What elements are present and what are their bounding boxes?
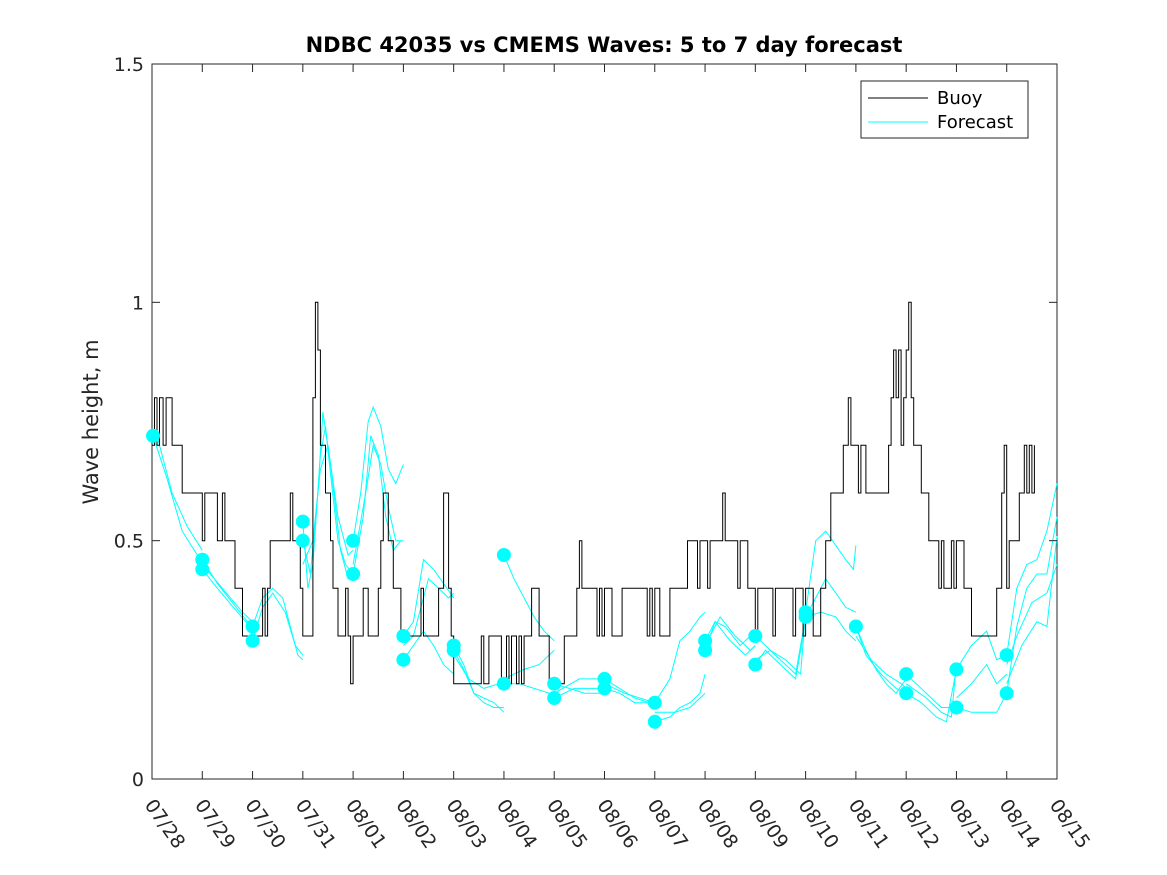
forecast-start-marker [999,648,1014,663]
forecast-line [352,443,404,565]
forecast-start-marker [396,652,411,667]
forecast-line [252,592,304,656]
forecast-line [1006,535,1058,684]
forecast-start-marker [647,695,662,710]
forecast-start-marker [848,619,863,634]
forecast-start-marker [698,643,713,658]
forecast-line [553,687,605,699]
forecast-start-marker [547,691,562,705]
y-tick-label: 0.5 [114,531,144,553]
forecast-start-marker [899,667,914,682]
forecast-line [905,673,957,708]
forecast-line [704,620,756,656]
forecast-line [755,612,807,676]
forecast-start-marker [396,629,411,643]
forecast-line [1006,516,1058,694]
forecast-start-marker [798,609,813,624]
forecast-line [201,564,253,623]
forecast-line [503,649,555,680]
y-tick-label: 1 [132,292,144,314]
forecast-start-marker [949,700,964,715]
forecast-line [704,615,756,651]
forecast-start-marker [748,629,763,643]
forecast-line [654,673,706,723]
forecast-line [402,630,455,675]
forecast-line [554,683,605,694]
y-tick-label: 1.5 [114,54,144,76]
forecast-line [955,630,1007,670]
legend-box [860,80,1029,139]
forecast-lines [152,405,1058,723]
forecast-line [855,635,907,689]
forecast-start-marker [195,552,210,567]
forecast-start-marker [496,676,511,691]
forecast-line [453,650,505,713]
forecast-start-marker [146,428,160,443]
forecast-line [403,577,455,646]
chart-title: NDBC 42035 vs CMEMS Waves: 5 to 7 day fo… [306,33,903,57]
forecast-start-marker [446,643,461,658]
forecast-start-marker [295,514,310,529]
forecast-line [156,435,203,551]
buoy-line [152,301,1035,685]
forecast-start-marker [597,681,612,696]
forecast-line [402,558,455,637]
forecast-start-marker [949,662,964,677]
forecast-line [805,611,857,642]
y-axis-ticks: 0 0.5 1 1.5 [114,54,1057,791]
forecast-line [352,405,404,541]
y-axis-label: Wave height, m [79,339,103,504]
forecast-start-marker [346,567,361,581]
forecast-line [754,616,807,676]
forecast-line [805,577,857,618]
forecast-line [654,611,706,703]
forecast-line [453,645,504,708]
legend-forecast-label: Forecast [937,112,1013,133]
forecast-start-marker [346,533,361,548]
axes-box [151,63,1058,780]
legend: Buoy Forecast [860,80,1029,139]
forecast-start-marker [748,657,763,672]
y-tick-label: 0 [132,769,144,791]
legend-buoy-label: Buoy [937,88,983,109]
forecast-line [956,692,1008,713]
forecast-start-marker [899,686,914,701]
plot-area: 00.511.5 07/28 07/29 07/30 07/31 08/01 08/02 0… [114,54,1095,853]
forecast-line [855,626,907,694]
forecast-line [604,683,655,704]
forecast-start-marker [547,676,562,691]
forecast-start-marker [245,619,260,634]
buoy-line-group [152,301,1035,685]
forecast-start-marker [999,686,1014,701]
forecast-start-marker [245,633,260,648]
forecast-line [855,626,907,694]
forecast-start-marker [295,533,310,548]
forecast-line [805,530,857,613]
forecast-line [956,663,1008,699]
forecast-start-marker [496,548,511,562]
forecast-line [654,692,706,713]
forecast-line [905,664,957,718]
forecast-start-marker [195,562,210,577]
forecast-line [302,426,354,589]
forecast-line [1006,483,1058,656]
forecast-line [503,554,555,642]
forecast-line [1006,564,1058,665]
forecast-start-markers [146,428,1014,729]
forecast-line [905,669,957,723]
forecast-start-marker [647,714,662,729]
